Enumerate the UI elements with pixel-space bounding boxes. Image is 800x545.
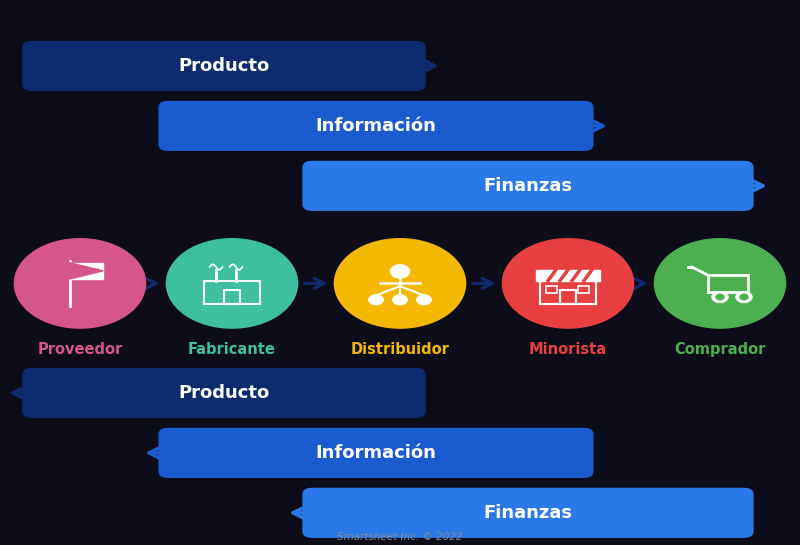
FancyBboxPatch shape	[22, 368, 426, 418]
Circle shape	[502, 239, 634, 328]
Circle shape	[716, 294, 724, 300]
Text: Fabricante: Fabricante	[188, 342, 276, 357]
Circle shape	[712, 292, 728, 302]
Circle shape	[740, 294, 748, 300]
FancyBboxPatch shape	[22, 41, 426, 91]
Text: Información: Información	[315, 444, 437, 462]
Text: Finanzas: Finanzas	[483, 504, 573, 522]
Text: Información: Información	[315, 117, 437, 135]
Text: Minorista: Minorista	[529, 342, 607, 357]
Text: Distribuidor: Distribuidor	[350, 342, 450, 357]
Polygon shape	[536, 270, 600, 281]
Circle shape	[334, 239, 466, 328]
Circle shape	[14, 239, 146, 328]
FancyBboxPatch shape	[158, 101, 594, 151]
FancyBboxPatch shape	[302, 161, 754, 211]
Circle shape	[417, 295, 431, 305]
Text: Producto: Producto	[178, 384, 270, 402]
Text: Comprador: Comprador	[674, 342, 766, 357]
Text: Proveedor: Proveedor	[38, 342, 122, 357]
Circle shape	[736, 292, 752, 302]
Text: Smartsheet Inc. © 2022: Smartsheet Inc. © 2022	[337, 532, 463, 542]
Circle shape	[654, 239, 786, 328]
Polygon shape	[70, 263, 103, 279]
Circle shape	[390, 265, 410, 278]
FancyBboxPatch shape	[70, 263, 103, 279]
Text: Finanzas: Finanzas	[483, 177, 573, 195]
FancyBboxPatch shape	[302, 488, 754, 538]
Circle shape	[393, 295, 407, 305]
Circle shape	[369, 295, 383, 305]
Text: Producto: Producto	[178, 57, 270, 75]
FancyBboxPatch shape	[158, 428, 594, 478]
Circle shape	[166, 239, 298, 328]
